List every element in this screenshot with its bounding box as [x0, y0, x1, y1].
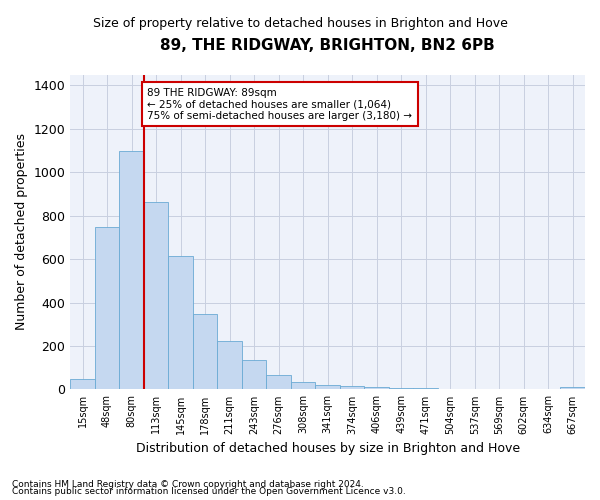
- Bar: [217, 340, 242, 390]
- Bar: [95, 226, 119, 390]
- Bar: [119, 150, 144, 390]
- Text: 89 THE RIDGWAY: 89sqm
← 25% of detached houses are smaller (1,064)
75% of semi-d: 89 THE RIDGWAY: 89sqm ← 25% of detached …: [148, 88, 412, 120]
- Text: Contains public sector information licensed under the Open Government Licence v3: Contains public sector information licen…: [12, 487, 406, 496]
- Bar: [413, 388, 438, 390]
- X-axis label: Distribution of detached houses by size in Brighton and Hove: Distribution of detached houses by size …: [136, 442, 520, 455]
- Bar: [291, 382, 316, 390]
- Bar: [169, 256, 193, 390]
- Bar: [364, 387, 389, 390]
- Y-axis label: Number of detached properties: Number of detached properties: [15, 134, 28, 330]
- Bar: [144, 202, 169, 390]
- Text: Size of property relative to detached houses in Brighton and Hove: Size of property relative to detached ho…: [92, 18, 508, 30]
- Title: 89, THE RIDGWAY, BRIGHTON, BN2 6PB: 89, THE RIDGWAY, BRIGHTON, BN2 6PB: [160, 38, 495, 52]
- Text: Contains HM Land Registry data © Crown copyright and database right 2024.: Contains HM Land Registry data © Crown c…: [12, 480, 364, 489]
- Bar: [193, 314, 217, 390]
- Bar: [560, 388, 585, 390]
- Bar: [242, 360, 266, 390]
- Bar: [266, 374, 291, 390]
- Bar: [340, 386, 364, 390]
- Bar: [70, 378, 95, 390]
- Bar: [438, 389, 463, 390]
- Bar: [389, 388, 413, 390]
- Bar: [316, 385, 340, 390]
